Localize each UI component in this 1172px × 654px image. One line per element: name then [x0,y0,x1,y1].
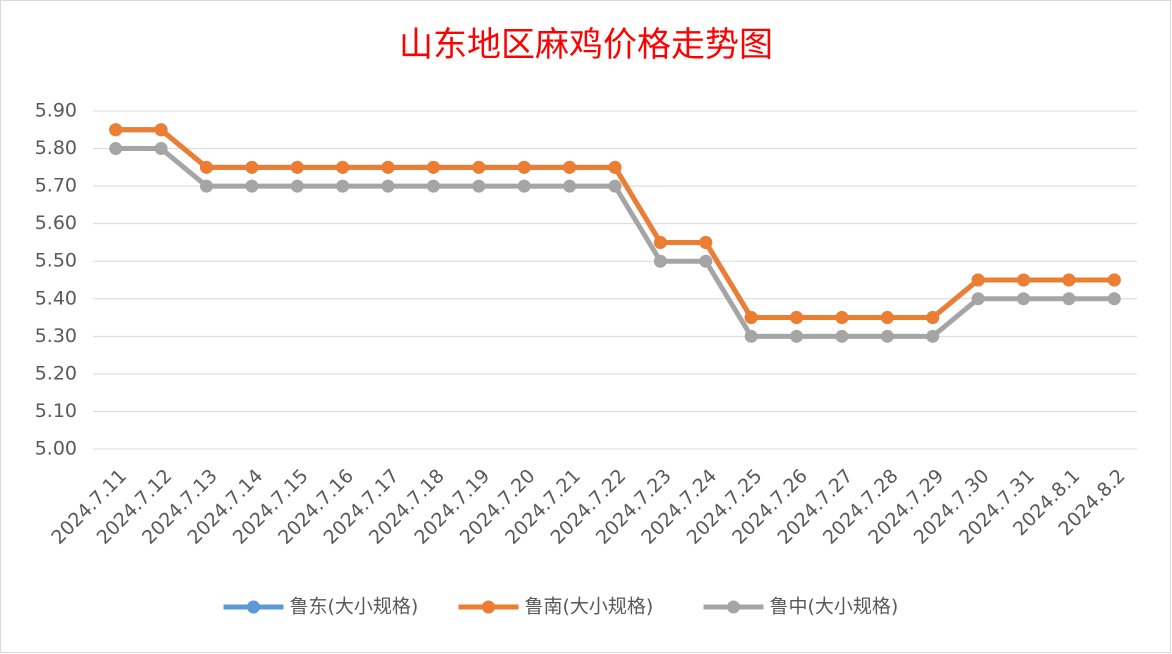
point [381,160,395,174]
point [699,235,713,249]
point [154,123,168,137]
y-tick-label: 5.40 [35,287,77,309]
point [336,160,350,174]
point [653,235,667,249]
point [971,273,985,287]
point [199,179,213,193]
point [472,160,486,174]
point [1062,273,1076,287]
chart-title: 山东地区麻鸡价格走势图 [399,25,773,65]
point [290,179,304,193]
point [336,179,350,193]
point [835,311,849,325]
point [699,254,713,268]
point [744,329,758,343]
y-tick-label: 5.30 [35,325,77,347]
point [790,329,804,343]
point [926,329,940,343]
y-tick-label: 5.60 [35,212,77,234]
point [653,254,667,268]
point [517,160,531,174]
y-tick-label: 5.90 [35,100,77,122]
legend-marker [727,600,740,614]
point [1017,292,1031,306]
y-tick-label: 5.00 [35,438,77,460]
y-tick-label: 5.10 [35,400,77,422]
point [744,311,758,325]
point [109,142,123,156]
point [245,179,259,193]
point [199,160,213,174]
y-tick-label: 5.50 [35,250,77,272]
point [1107,292,1121,306]
point [109,123,123,137]
point [290,160,304,174]
point [563,179,577,193]
point [154,142,168,156]
point [381,179,395,193]
point [926,311,940,325]
point [517,179,531,193]
point [1107,273,1121,287]
point [608,160,622,174]
point [563,160,577,174]
legend-label: 鲁中(大小规格) [770,596,899,618]
point [608,179,622,193]
point [472,179,486,193]
point [880,311,894,325]
y-tick-label: 5.20 [35,362,77,384]
legend-label: 鲁南(大小规格) [525,596,654,618]
legend-marker [482,600,495,614]
point [1062,292,1076,306]
point [426,160,440,174]
point [245,160,259,174]
legend-label: 鲁东(大小规格) [290,596,419,618]
point [790,311,804,325]
point [880,329,894,343]
point [426,179,440,193]
y-tick-label: 5.70 [35,175,77,197]
point [1017,273,1031,287]
legend-marker [247,600,260,614]
y-tick-label: 5.80 [35,137,77,159]
point [971,292,985,306]
point [835,329,849,343]
